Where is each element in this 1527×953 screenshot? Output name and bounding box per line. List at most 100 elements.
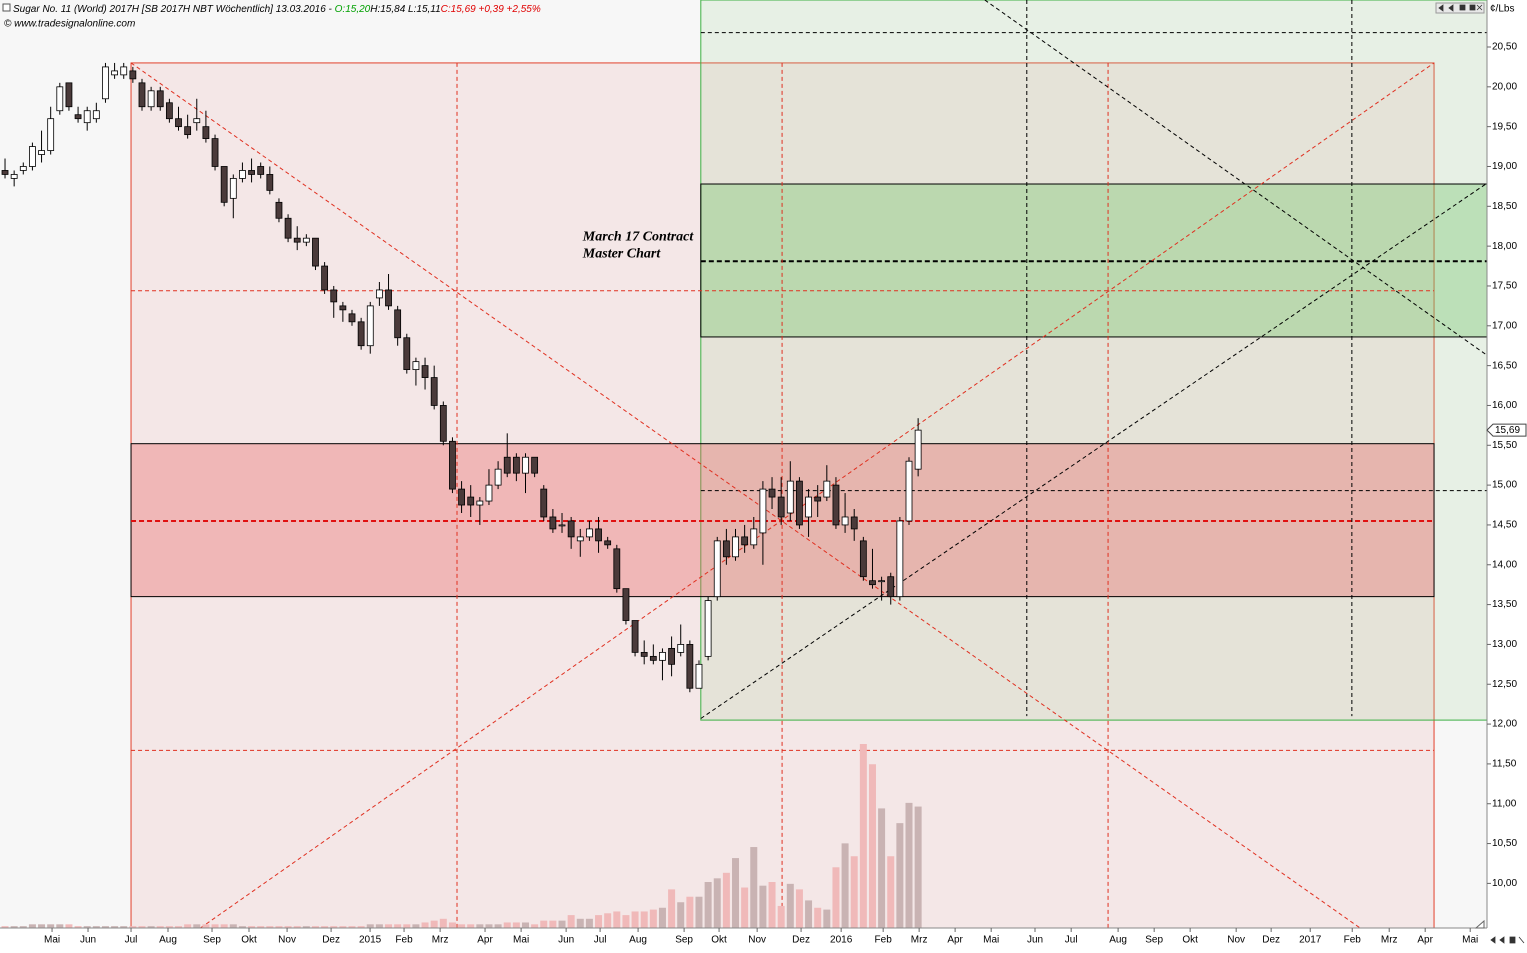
x-tick-label: Feb xyxy=(1344,935,1362,946)
volume-bar xyxy=(759,885,767,928)
volume-bar xyxy=(311,926,319,928)
volume-bar xyxy=(248,926,256,928)
volume-bar xyxy=(202,924,210,928)
volume-bar xyxy=(293,926,301,928)
candle-body xyxy=(649,655,657,661)
volume-bar xyxy=(330,926,338,928)
candle-body xyxy=(74,114,82,120)
annotation: Master Chart xyxy=(582,246,662,261)
candle-body xyxy=(193,118,201,124)
control-icons[interactable] xyxy=(1438,4,1483,12)
y-tick-label: 12,50 xyxy=(1492,679,1517,690)
x-tick-label: Apr xyxy=(477,935,493,946)
volume-bar xyxy=(28,924,36,928)
candle-body xyxy=(293,237,301,243)
volume-bar xyxy=(805,900,813,928)
scroll-controls[interactable] xyxy=(1490,936,1525,944)
volume-bar xyxy=(101,926,109,928)
volume-bar xyxy=(558,920,566,928)
volume-bar xyxy=(476,924,484,928)
candle-body xyxy=(257,166,265,175)
candle-body xyxy=(704,600,712,657)
x-tick-label: Jul xyxy=(1065,935,1078,946)
volume-bar xyxy=(65,924,73,928)
volume-bar xyxy=(19,926,27,928)
candle-body xyxy=(83,110,91,124)
volume-bar xyxy=(823,909,831,928)
y-tick-label: 19,50 xyxy=(1492,121,1517,132)
copyright: © www.tradesignalonline.com xyxy=(4,19,135,30)
drawing-line xyxy=(984,0,1488,356)
candle-body xyxy=(595,528,602,542)
candle-body xyxy=(421,365,429,378)
volume-bar xyxy=(120,926,128,928)
volume-bar xyxy=(430,920,438,928)
candle-body xyxy=(622,588,630,621)
annotation: March 17 Contract xyxy=(582,229,695,244)
volume-bar xyxy=(193,924,201,928)
volume-bar xyxy=(540,920,548,928)
candle-body xyxy=(631,620,639,653)
candle-body xyxy=(905,460,913,522)
volume-bar xyxy=(777,905,785,928)
candle-body xyxy=(713,540,721,598)
volume-bar xyxy=(695,896,703,928)
y-tick-label: 17,00 xyxy=(1492,320,1517,331)
candle-body xyxy=(850,516,858,530)
candle-body xyxy=(677,644,685,653)
volume-bar xyxy=(658,907,666,928)
volume-bar xyxy=(211,924,219,928)
volume-bar xyxy=(184,924,192,928)
x-tick-label: Nov xyxy=(1227,935,1245,946)
y-tick-label: 16,50 xyxy=(1492,360,1517,371)
volume-bar xyxy=(394,924,402,928)
volume-bar xyxy=(622,915,630,928)
candle-body xyxy=(522,456,529,474)
candle-body xyxy=(458,488,465,506)
resize-grip[interactable] xyxy=(1474,919,1485,929)
y-axis-background xyxy=(1487,0,1527,953)
volume-bar xyxy=(595,915,603,928)
volume-bar xyxy=(604,913,612,928)
candle-body xyxy=(1,170,9,175)
candle-body xyxy=(275,201,283,219)
volume-bar xyxy=(302,926,310,928)
volume-bar xyxy=(585,918,593,928)
y-tick-label: 12,00 xyxy=(1492,719,1517,730)
candle-body xyxy=(19,166,27,171)
volume-bar xyxy=(448,922,456,928)
x-tick-label: Nov xyxy=(278,935,296,946)
volume-bar xyxy=(47,924,55,928)
candle-body xyxy=(312,237,319,267)
candle-body xyxy=(211,138,219,167)
volume-bar xyxy=(750,847,758,928)
y-tick-label: 15,00 xyxy=(1492,480,1517,491)
header-part: Sugar No. 11 (World) 2017H [SB 2017H NBT… xyxy=(13,4,335,15)
candle-body xyxy=(640,651,648,657)
candle-body xyxy=(686,644,694,689)
y-tick-label: 20,50 xyxy=(1492,42,1517,53)
candle-body xyxy=(567,520,575,538)
volume-bar xyxy=(321,926,329,928)
volume-bar xyxy=(257,926,265,928)
candle-body xyxy=(403,337,411,371)
candle-body xyxy=(10,174,18,179)
volume-bar xyxy=(905,802,913,928)
volume-bar xyxy=(832,867,840,928)
chart-icon[interactable] xyxy=(2,3,11,12)
candle-body xyxy=(220,166,228,203)
x-tick-label: Okt xyxy=(1182,935,1198,946)
volume-bar xyxy=(567,915,575,928)
candle-body xyxy=(832,484,840,526)
volume-bar xyxy=(814,907,822,928)
candle-body xyxy=(65,82,73,108)
candle-body xyxy=(586,528,593,538)
volume-bar xyxy=(732,858,740,928)
y-tick-label: 20,00 xyxy=(1492,81,1517,92)
volume-bar xyxy=(439,918,447,928)
candle-body xyxy=(512,456,520,474)
candle-body xyxy=(805,496,812,518)
x-tick-label: Mrz xyxy=(432,935,449,946)
